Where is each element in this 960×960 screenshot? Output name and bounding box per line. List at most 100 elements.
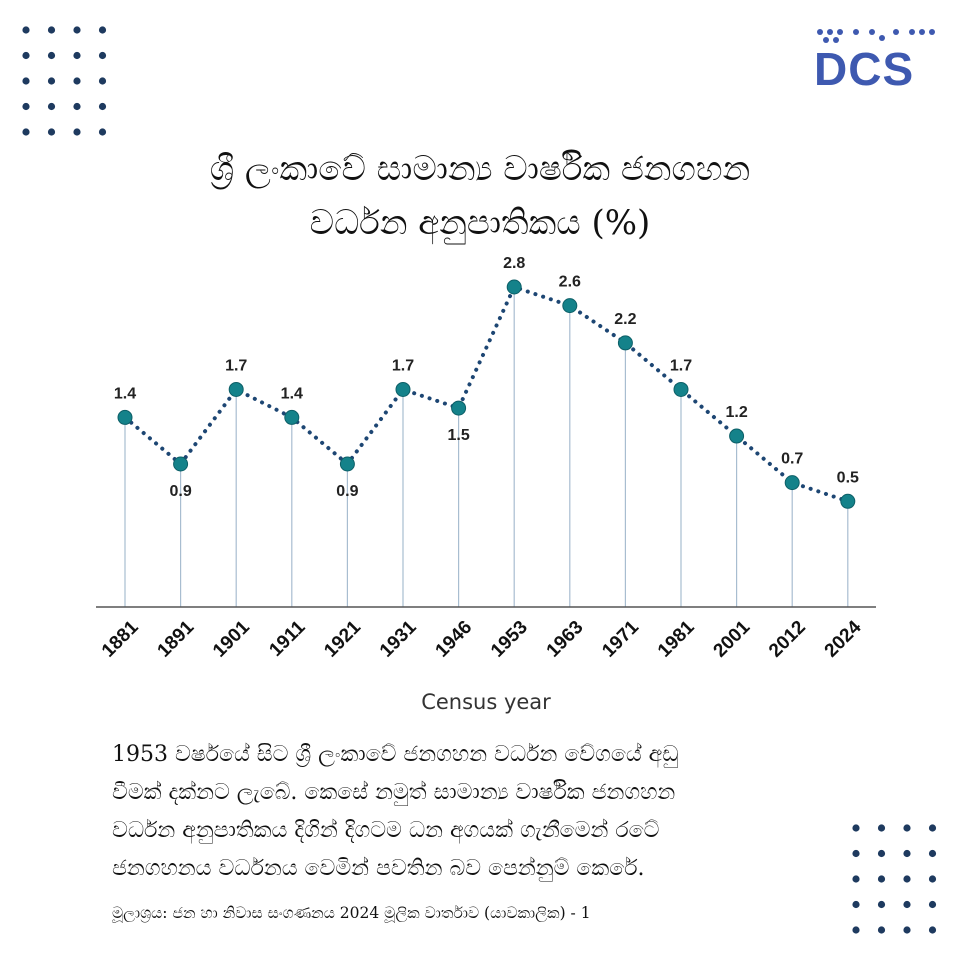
value-label: 1.7 bbox=[670, 357, 692, 374]
chart-title: ශ්‍රී ලංකාවේ සාමාන්‍ය වාර්ෂික ජනගහන වර්ධ… bbox=[40, 142, 920, 250]
x-tick-label: 1953 bbox=[487, 617, 532, 662]
decor-dot bbox=[852, 900, 860, 909]
decor-dot bbox=[928, 824, 937, 832]
value-label: 0.5 bbox=[837, 469, 859, 486]
x-tick-labels: 1881 1891 1901 1911 1921 1931 1946 1953 1963 1971… bbox=[98, 617, 866, 662]
logo-dot bbox=[929, 29, 935, 35]
data-point bbox=[228, 381, 244, 397]
value-label: 0.7 bbox=[781, 451, 803, 468]
dot-grid-top-left bbox=[18, 22, 118, 144]
decor-dot bbox=[22, 128, 30, 136]
logo-dot bbox=[823, 37, 829, 43]
decor-dot bbox=[22, 51, 30, 60]
description-line-1: 1953 වර්ෂයේ සිට ශ්‍රී ලංකාවේ ජනගහන වර්ධන… bbox=[112, 742, 679, 767]
x-tick-label: 1971 bbox=[598, 617, 643, 662]
description-text: 1953 වර්ෂයේ සිට ශ්‍රී ලංකාවේ ජනගහන වර්ධන… bbox=[112, 736, 872, 888]
line-chart: 1.4 0.9 1.7 1.4 0.9 1.7 1.5 2.8 2.6 2.2 1.7 1.2 0.7 0… bbox=[96, 255, 876, 662]
source-note: මූලාශ්‍රය: ජන හා නිවාස සංගණනය 2024 මූලික… bbox=[112, 904, 591, 922]
decor-dot bbox=[73, 77, 81, 85]
x-tick-label: 1963 bbox=[543, 617, 588, 662]
x-axis-label: Census year bbox=[421, 690, 551, 714]
data-point bbox=[284, 409, 300, 425]
decor-dot bbox=[903, 849, 911, 858]
logo-dot bbox=[827, 29, 833, 35]
decor-dot bbox=[852, 875, 860, 883]
value-label: 1.4 bbox=[114, 385, 136, 402]
x-tick-label: 1931 bbox=[376, 617, 421, 662]
decor-dot bbox=[47, 26, 56, 34]
decor-dot bbox=[98, 102, 107, 111]
decor-dot bbox=[877, 900, 886, 909]
x-tick-label: 1946 bbox=[432, 617, 477, 662]
value-label: 2.2 bbox=[614, 311, 636, 328]
logo-dot bbox=[837, 29, 843, 35]
data-point bbox=[173, 456, 189, 472]
value-label: 2.8 bbox=[503, 255, 525, 272]
data-point bbox=[395, 381, 411, 397]
data-point bbox=[729, 428, 745, 444]
logo-dot bbox=[833, 37, 839, 43]
decor-dot bbox=[98, 26, 107, 34]
x-tick-label: 1981 bbox=[654, 617, 699, 662]
decor-dot bbox=[47, 128, 56, 136]
decor-dot bbox=[877, 875, 886, 883]
decor-dot bbox=[22, 102, 30, 111]
decor-dot bbox=[852, 824, 860, 832]
decor-dot bbox=[22, 77, 30, 85]
decor-dot bbox=[928, 875, 937, 883]
decor-dot bbox=[73, 102, 81, 111]
x-tick-label: 1881 bbox=[98, 617, 143, 662]
x-tick-label: 1911 bbox=[265, 617, 309, 661]
decor-dot bbox=[47, 51, 56, 60]
logo-text: DCS bbox=[814, 43, 915, 95]
data-point bbox=[784, 475, 800, 491]
decor-dot bbox=[47, 102, 56, 111]
decor-dot bbox=[73, 128, 81, 136]
x-tick-label: 1891 bbox=[154, 617, 199, 662]
value-label: 1.5 bbox=[447, 427, 469, 444]
data-point bbox=[506, 279, 522, 295]
decor-dot bbox=[903, 875, 911, 883]
data-point bbox=[617, 335, 633, 351]
decor-dot bbox=[98, 128, 107, 136]
data-markers bbox=[117, 279, 856, 509]
drop-lines bbox=[124, 287, 849, 607]
decor-dot bbox=[877, 926, 886, 934]
description-line-4: ජනගහනය වර්ධනය වෙමින් පවතින බව පෙන්නුම් ක… bbox=[112, 856, 645, 881]
decor-dot bbox=[903, 824, 911, 832]
data-point bbox=[339, 456, 355, 472]
data-point bbox=[562, 298, 578, 314]
decor-dot bbox=[877, 824, 886, 832]
decor-dot bbox=[877, 849, 886, 858]
decor-dot bbox=[928, 849, 937, 858]
value-label: 1.7 bbox=[392, 357, 414, 374]
logo-dot bbox=[869, 29, 875, 35]
decor-dot bbox=[852, 926, 860, 934]
data-point bbox=[451, 400, 467, 416]
decor-dot bbox=[928, 900, 937, 909]
dcs-logo: DCS bbox=[812, 24, 940, 100]
data-point bbox=[117, 409, 133, 425]
value-label: 0.9 bbox=[169, 483, 191, 500]
decor-dot bbox=[903, 926, 911, 934]
data-point bbox=[840, 493, 856, 509]
description-line-3: වර්ධන අනුපාතිකය දිගින් දිගටම ධන අගයක් ගැ… bbox=[112, 818, 660, 843]
decor-dot bbox=[852, 849, 860, 858]
value-label: 1.4 bbox=[281, 385, 303, 402]
x-tick-label: 2001 bbox=[710, 617, 755, 662]
data-point bbox=[673, 381, 689, 397]
dot-grid-bottom-right bbox=[846, 818, 946, 948]
logo-dot bbox=[879, 35, 885, 41]
logo-dot bbox=[853, 29, 859, 35]
decor-dot bbox=[928, 926, 937, 934]
x-tick-label: 1901 bbox=[209, 617, 254, 662]
decor-dot bbox=[22, 26, 30, 34]
decor-dot bbox=[73, 26, 81, 34]
decor-dot bbox=[98, 51, 107, 60]
series-line bbox=[123, 284, 850, 504]
x-tick-label: 2024 bbox=[821, 617, 866, 662]
logo-dot bbox=[893, 29, 899, 35]
chart-title-line-1: ශ්‍රී ලංකාවේ සාමාන්‍ය වාර්ෂික ජනගහන bbox=[209, 149, 751, 189]
logo-dot bbox=[919, 29, 925, 35]
x-tick-label: 2012 bbox=[765, 617, 810, 662]
